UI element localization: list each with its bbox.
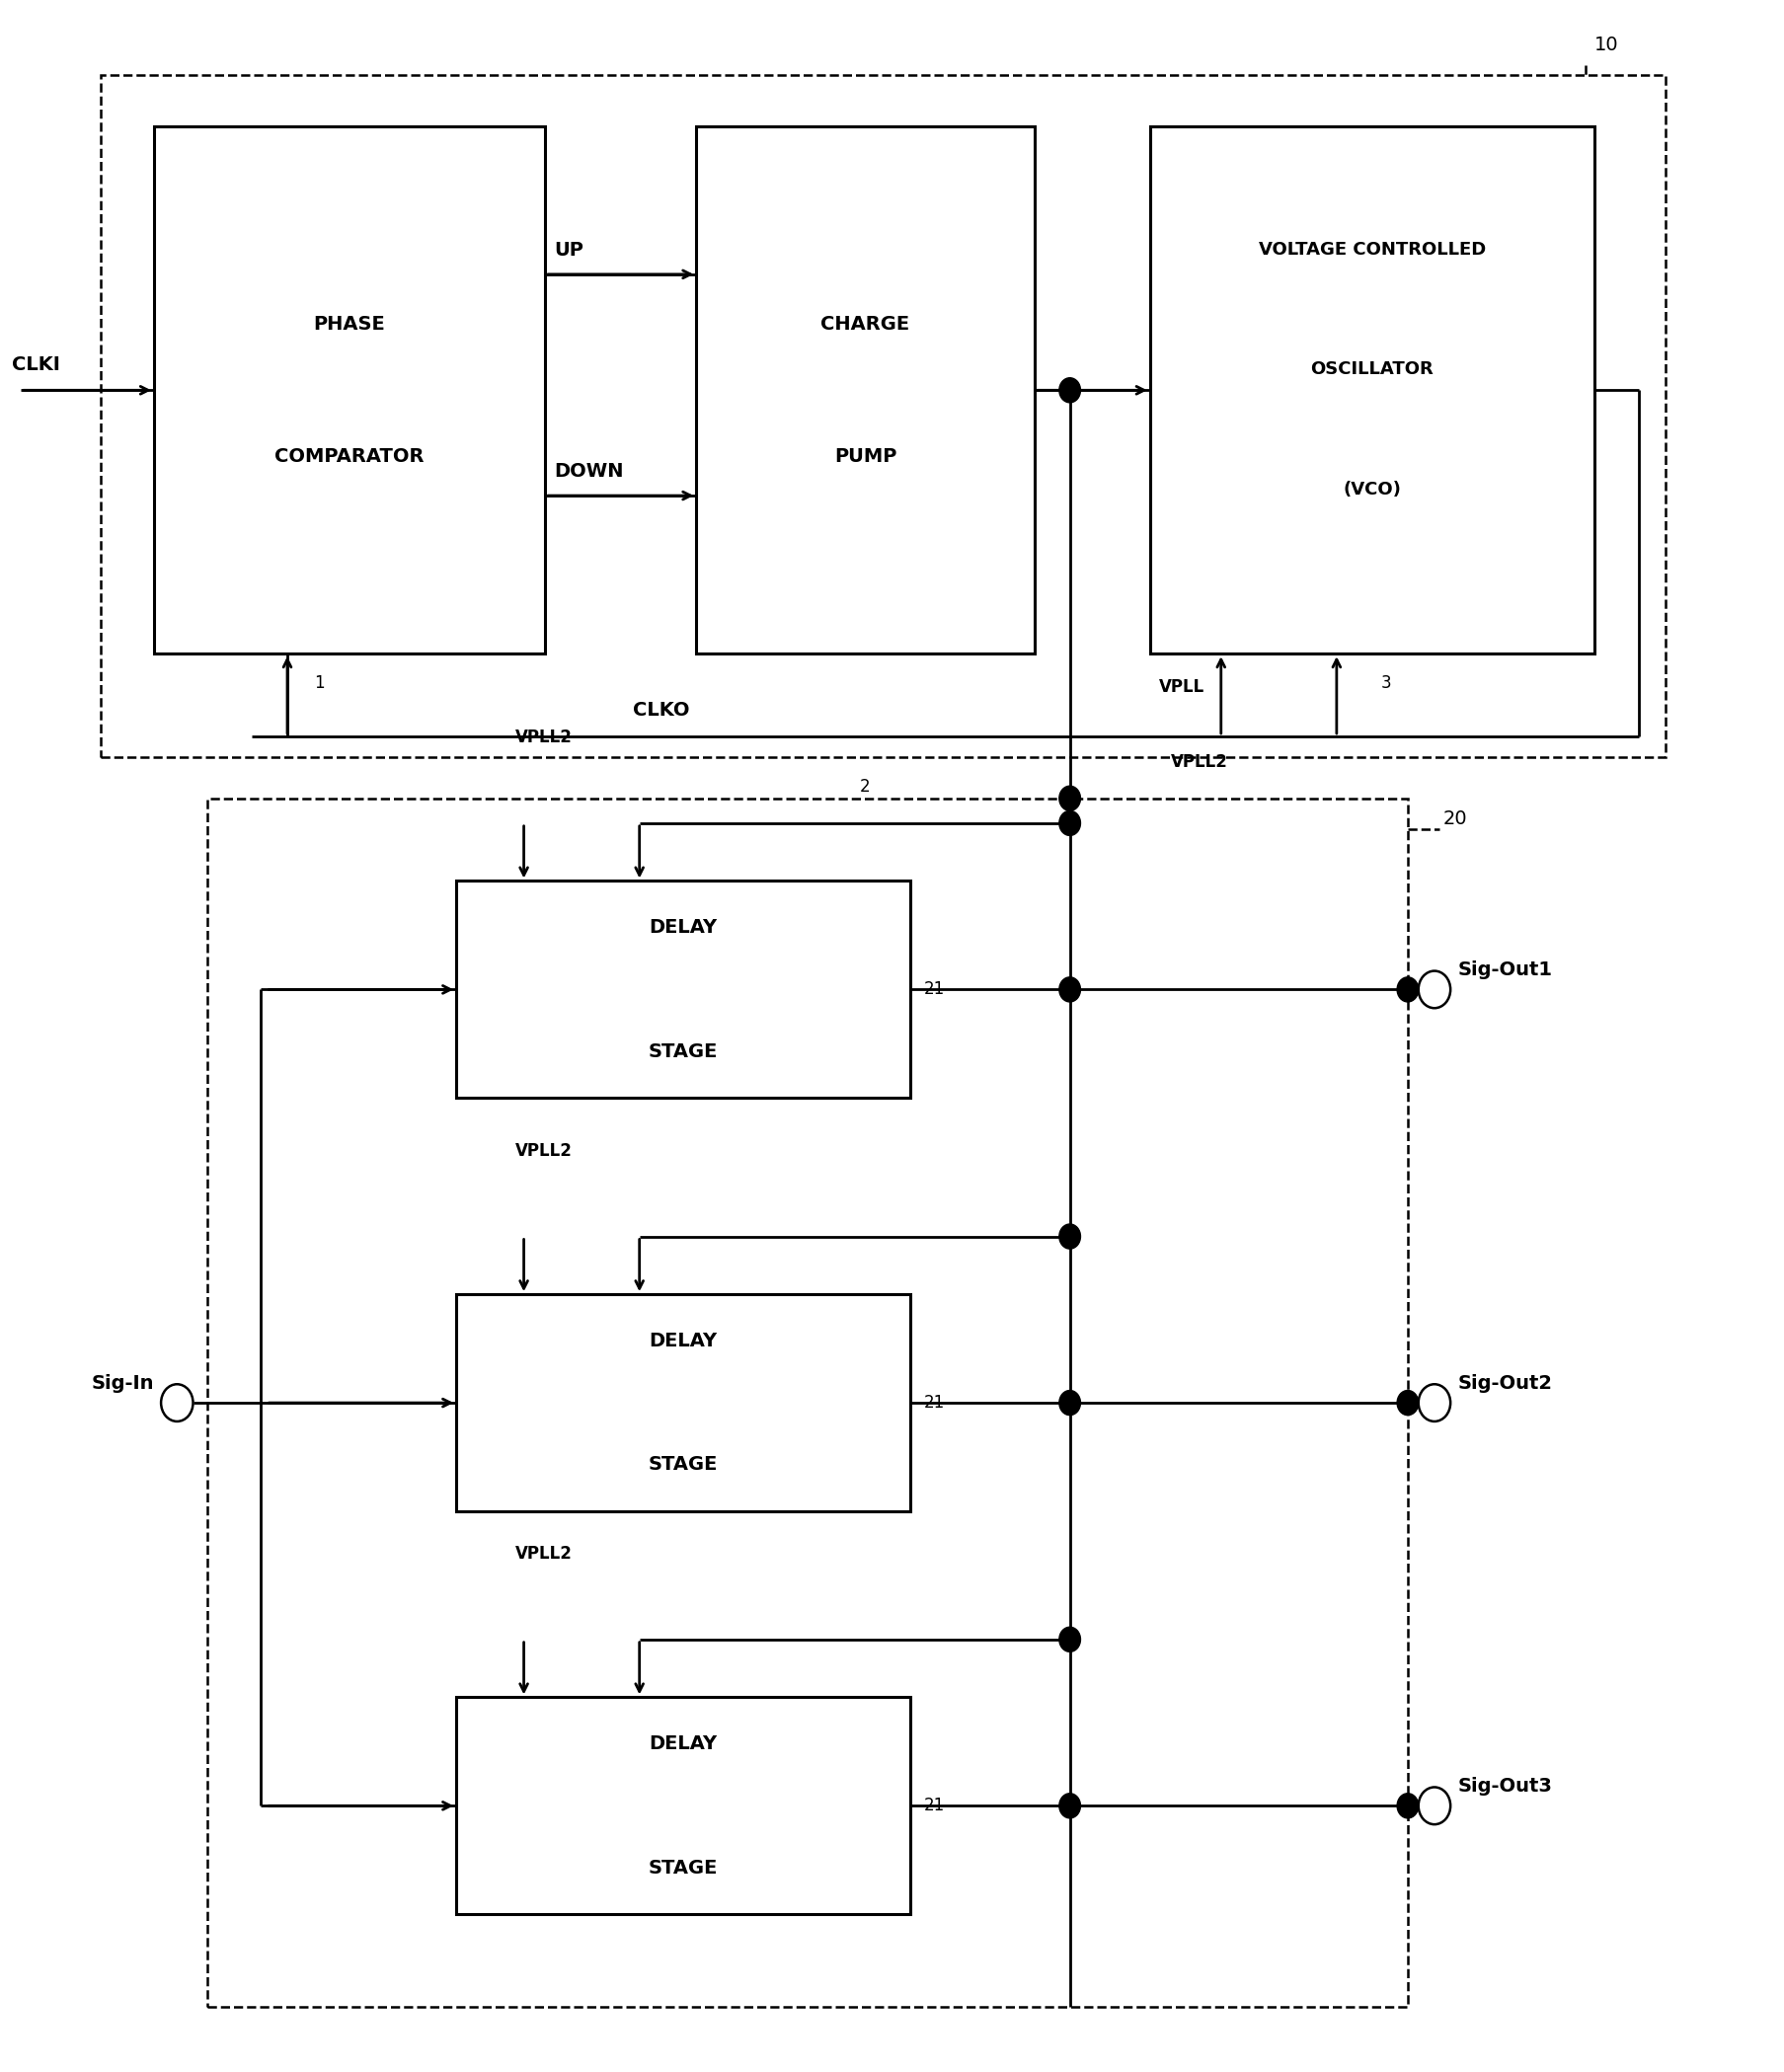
Text: Sig-Out3: Sig-Out3 [1458, 1776, 1552, 1796]
Text: UP: UP [555, 240, 583, 259]
Text: 21: 21 [924, 1796, 946, 1815]
Text: CHARGE: CHARGE [821, 315, 910, 334]
Text: VPLL2: VPLL2 [516, 1546, 573, 1562]
Bar [457, 881, 910, 1098]
Text: 21: 21 [924, 980, 946, 999]
Text: 10: 10 [1595, 35, 1618, 54]
Bar [153, 126, 546, 653]
Text: PUMP: PUMP [835, 448, 897, 466]
Bar [696, 126, 1035, 653]
Text: Sig-Out1: Sig-Out1 [1458, 961, 1552, 980]
Text: CLKO: CLKO [632, 700, 689, 719]
Text: 1: 1 [314, 673, 325, 692]
Bar [207, 798, 1408, 2008]
Circle shape [1060, 1390, 1081, 1415]
Text: (VCO): (VCO) [1343, 481, 1400, 497]
Bar [1151, 126, 1595, 653]
Text: VPLL: VPLL [1160, 678, 1204, 696]
Text: 20: 20 [1443, 810, 1468, 829]
Circle shape [1060, 1794, 1081, 1817]
Circle shape [1060, 1627, 1081, 1651]
Text: Sig-In: Sig-In [91, 1374, 153, 1392]
Circle shape [1397, 978, 1418, 1003]
Text: 21: 21 [924, 1394, 946, 1411]
Text: DELAY: DELAY [649, 918, 717, 937]
Circle shape [1397, 1794, 1418, 1817]
Text: DELAY: DELAY [649, 1734, 717, 1753]
Bar [100, 75, 1666, 756]
Text: 2: 2 [860, 777, 871, 796]
Text: DELAY: DELAY [649, 1332, 717, 1351]
Text: CLKI: CLKI [12, 354, 61, 373]
Circle shape [1060, 377, 1081, 402]
Text: Sig-Out2: Sig-Out2 [1458, 1374, 1552, 1392]
Circle shape [1060, 978, 1081, 1003]
Text: VOLTAGE CONTROLLED: VOLTAGE CONTROLLED [1258, 240, 1486, 259]
Bar [457, 1295, 910, 1510]
Circle shape [1060, 1225, 1081, 1249]
Text: STAGE: STAGE [648, 1042, 717, 1061]
Text: VPLL2: VPLL2 [1172, 752, 1229, 771]
Text: PHASE: PHASE [314, 315, 385, 334]
Text: OSCILLATOR: OSCILLATOR [1311, 361, 1434, 379]
Circle shape [1060, 785, 1081, 810]
Text: COMPARATOR: COMPARATOR [275, 448, 425, 466]
Text: 3: 3 [1381, 673, 1392, 692]
Circle shape [1060, 810, 1081, 835]
Text: VPLL2: VPLL2 [516, 729, 573, 746]
Text: DOWN: DOWN [555, 462, 624, 481]
Bar [457, 1697, 910, 1915]
Text: STAGE: STAGE [648, 1859, 717, 1877]
Text: VPLL2: VPLL2 [516, 1142, 573, 1160]
Text: STAGE: STAGE [648, 1455, 717, 1473]
Circle shape [1397, 1390, 1418, 1415]
